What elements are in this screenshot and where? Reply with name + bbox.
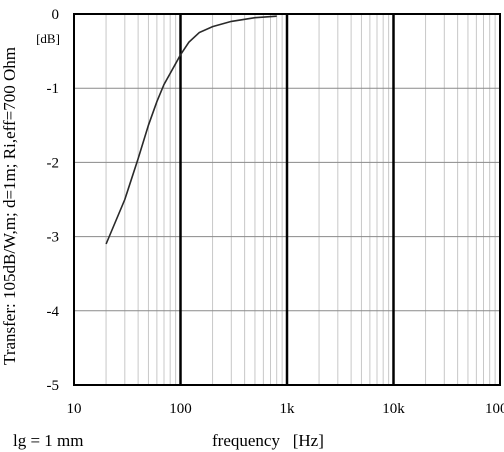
y-axis-title: Transfer: 105dB/W,m; d=1m; Ri,eff=700 Oh… — [0, 47, 19, 365]
y-tick-labels: 0 -1 -2 -3 -4 -5 — [47, 7, 60, 394]
x-axis-title: frequency [Hz] — [212, 431, 324, 450]
y-unit-label: [dB] — [36, 31, 60, 46]
curve-layer — [105, 15, 277, 245]
grid — [74, 14, 500, 385]
x-tick-label: 10 — [67, 401, 82, 417]
y-tick-label: -5 — [47, 378, 60, 394]
x-tick-label: 100k — [485, 401, 504, 417]
x-tick-label: 1k — [280, 401, 296, 417]
y-tick-label: -3 — [47, 230, 60, 246]
y-tick-label: -4 — [47, 304, 60, 320]
x-tick-label: 100 — [169, 401, 192, 417]
y-tick-label: -1 — [47, 81, 60, 97]
y-tick-label: -2 — [47, 155, 60, 171]
plot-frame — [73, 13, 501, 386]
y-tick-label: 0 — [52, 7, 60, 23]
x-tick-labels: 10 100 1k 10k 100k — [67, 401, 504, 417]
x-tick-label: 10k — [382, 401, 405, 417]
annotation-lg: lg = 1 mm — [13, 431, 84, 450]
transfer-curve — [105, 15, 277, 245]
